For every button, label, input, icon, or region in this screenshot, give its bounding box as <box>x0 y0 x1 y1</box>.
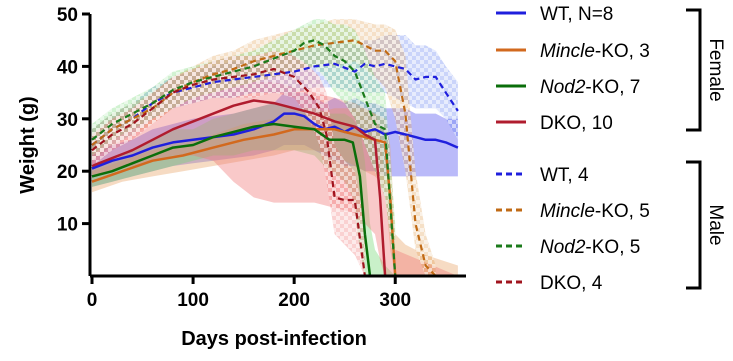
error-band-checker <box>92 50 365 276</box>
legend-label: Mincle-KO, 5 <box>540 201 650 222</box>
legend-label-part: Mincle <box>540 41 595 62</box>
female-group-bracket: Female <box>686 8 726 132</box>
error-band-1 <box>92 108 458 276</box>
y-axis-title: Weight (g) <box>17 96 39 193</box>
legend-label: DKO, 10 <box>540 113 613 134</box>
x-tick-label: 200 <box>278 290 310 311</box>
legend-label: WT, N=8 <box>540 4 613 25</box>
y-tick-label: 20 <box>57 162 78 183</box>
legend-label: Mincle-KO, 3 <box>540 41 650 62</box>
series-line-1 <box>91 128 458 276</box>
legend-label: Nod2-KO, 5 <box>540 237 640 258</box>
legend-item: WT, 4 <box>496 165 589 186</box>
series-line-6 <box>91 39 397 276</box>
legend-label-part: Nod2 <box>540 77 586 98</box>
legend-label-part: DKO, 4 <box>540 273 603 294</box>
legend-item: DKO, 4 <box>496 273 603 294</box>
male-bracket-line <box>686 160 702 290</box>
y-tick-label: 10 <box>57 215 78 236</box>
axes <box>88 14 466 278</box>
legend-label-part: Mincle <box>540 201 595 222</box>
series-line-0 <box>91 112 459 170</box>
x-ticks: 0 100 200 300 <box>87 276 411 311</box>
legend-label: WT, 4 <box>540 165 589 186</box>
legend-label-part: -KO, 3 <box>595 41 650 62</box>
series-line-3 <box>91 99 458 276</box>
male-group-label: Male <box>705 204 726 245</box>
x-axis-title: Days post-infection <box>181 328 367 350</box>
x-tick-label: 100 <box>177 290 209 311</box>
male-group-bracket: Male <box>686 160 726 290</box>
legend-label-part: Nod2 <box>540 237 586 258</box>
y-tick-label: 30 <box>57 110 78 131</box>
legend-item: DKO, 10 <box>496 113 613 134</box>
legend-label-part: -KO, 5 <box>585 237 640 258</box>
legend-label: Nod2-KO, 7 <box>540 77 640 98</box>
y-ticks: 10 20 30 40 50 <box>57 5 90 236</box>
legend-label-part: DKO, 10 <box>540 113 613 134</box>
y-tick-label: 40 <box>57 57 78 78</box>
x-tick-label: 300 <box>379 290 411 311</box>
x-tick-label: 0 <box>87 290 98 311</box>
series-lines <box>91 39 459 276</box>
legend-label-part: WT, 4 <box>540 165 589 186</box>
female-bracket-line <box>686 8 702 132</box>
female-group-label: Female <box>705 38 726 101</box>
legend-item: Mincle-KO, 5 <box>496 201 650 222</box>
series-line-2 <box>91 122 458 276</box>
legend-label-part: -KO, 7 <box>585 77 640 98</box>
legend-item: Mincle-KO, 3 <box>496 41 650 62</box>
error-band-fill <box>92 108 458 276</box>
legend-item: WT, N=8 <box>496 4 613 25</box>
legend-label-part: -KO, 5 <box>595 201 650 222</box>
error-band-7 <box>92 50 365 276</box>
y-tick-label: 50 <box>57 5 78 26</box>
legend-label: DKO, 4 <box>540 273 603 294</box>
legend-label-part: WT, N=8 <box>540 4 613 25</box>
legend-item: Nod2-KO, 7 <box>496 77 640 98</box>
series-line-7 <box>91 67 366 276</box>
legend-item: Nod2-KO, 5 <box>496 237 640 258</box>
